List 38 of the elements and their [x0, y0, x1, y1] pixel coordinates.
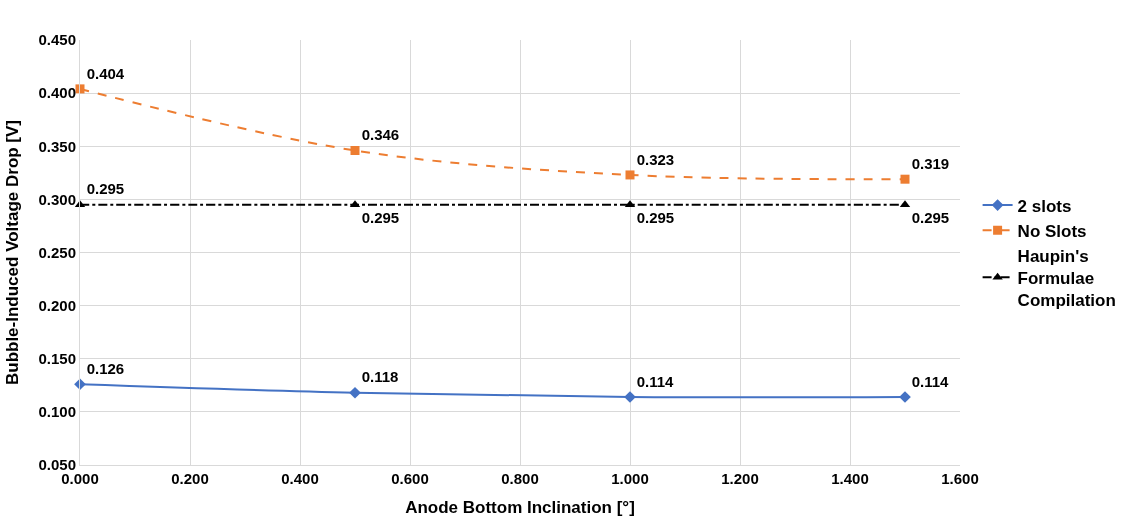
y-tick-label: 0.450 — [38, 31, 76, 49]
point — [349, 386, 361, 399]
data-label: 0.319 — [911, 154, 950, 172]
x-tick-label: 0.800 — [501, 470, 539, 487]
x-tick-label: 0.200 — [171, 470, 209, 487]
x-tick-label: 1.200 — [721, 470, 759, 487]
y-tick-label: 0.300 — [38, 190, 76, 208]
data-label: 0.404 — [86, 64, 125, 82]
data-label: 0.323 — [636, 150, 675, 168]
point — [625, 170, 635, 180]
data-label: 0.118 — [361, 368, 399, 386]
y-tick-label: 0.250 — [38, 243, 76, 261]
y-tick-label: 0.200 — [38, 296, 76, 314]
data-label: 0.126 — [86, 359, 125, 377]
x-tick-label: 0.600 — [391, 470, 429, 487]
data-label: 0.295 — [911, 208, 950, 226]
y-tick-label: 0.100 — [38, 403, 76, 421]
y-tick-label: 0.350 — [38, 137, 76, 155]
y-tick-label: 0.400 — [38, 84, 76, 102]
x-tick-label: 1.600 — [941, 470, 979, 487]
data-label: 0.295 — [361, 208, 400, 226]
legend-label: Haupin's Formulae Compilation — [1017, 246, 1116, 311]
data-label: 0.295 — [636, 208, 675, 226]
data-label: 0.346 — [361, 126, 400, 144]
data-label: 0.114 — [911, 372, 949, 390]
y-tick-label: 0.150 — [38, 350, 76, 367]
point — [350, 146, 360, 155]
x-tick-label: 1.400 — [831, 470, 869, 487]
point — [74, 378, 86, 391]
data-label: 0.114 — [636, 372, 674, 390]
y-axis-title: Bubble-Induced Voltage Drop [V] — [3, 119, 22, 386]
x-tick-label: 1.000 — [611, 470, 649, 487]
x-tick-label: 0.400 — [281, 470, 319, 487]
x-axis-title: Anode Bottom Inclination [°] — [405, 498, 635, 518]
data-label: 0.295 — [86, 180, 125, 198]
point — [900, 174, 910, 184]
legend-label: No Slots — [1017, 221, 1087, 241]
legend-label: 2 slots — [1017, 196, 1072, 216]
